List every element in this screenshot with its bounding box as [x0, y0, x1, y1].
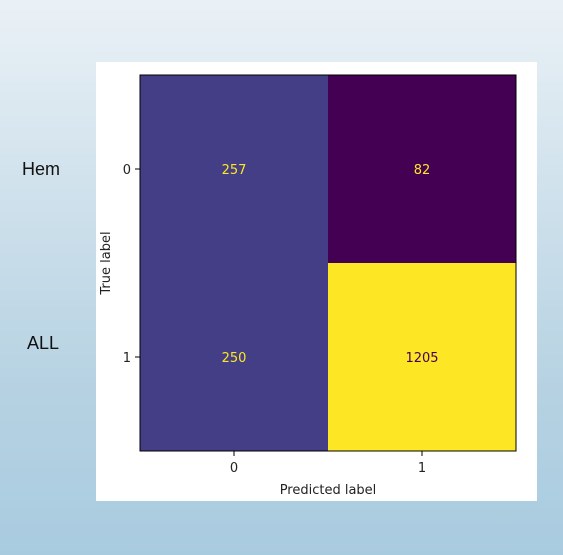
matrix-cell-0-0	[140, 75, 328, 263]
cell-value-1-0: 250	[222, 351, 247, 366]
y-tick-label-0: 0	[123, 163, 131, 178]
confusion-matrix-panel: 257 82 250 1205 0 1 0 1 Predicted label True l…	[96, 62, 537, 501]
confusion-matrix-chart: 257 82 250 1205 0 1 0 1 Predicted label True l…	[99, 74, 517, 498]
y-axis-label: True label	[99, 231, 114, 295]
matrix-cell-0-1	[328, 75, 516, 263]
cell-value-0-1: 82	[414, 163, 431, 178]
row-annotation-hem: Hem	[22, 159, 61, 179]
cell-value-1-1: 1205	[405, 351, 438, 366]
matrix-cell-1-1	[328, 263, 516, 451]
x-tick-label-1: 1	[418, 461, 426, 476]
row-annotation-all: ALL	[27, 333, 60, 353]
plot-frame	[139, 74, 517, 452]
matrix-cell-1-0	[140, 263, 328, 451]
cell-value-0-0: 257	[222, 163, 247, 178]
y-tick-label-1: 1	[123, 351, 131, 366]
x-axis-label: Predicted label	[280, 483, 377, 498]
x-tick-label-0: 0	[230, 461, 238, 476]
